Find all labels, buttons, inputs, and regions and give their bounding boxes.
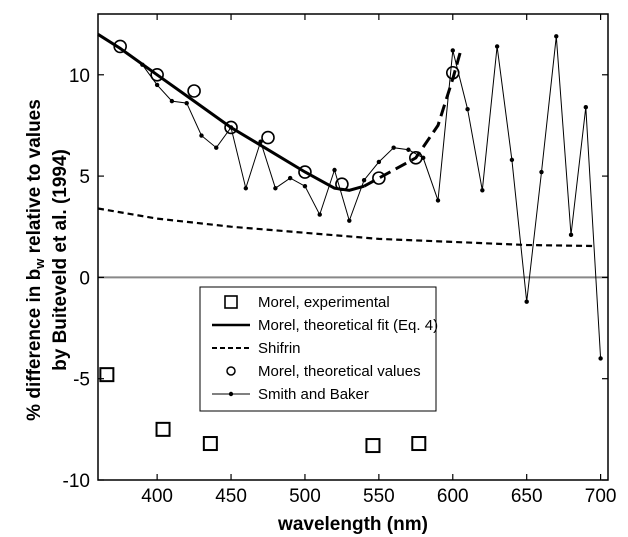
smith-baker-point bbox=[406, 147, 411, 152]
smith-baker-point bbox=[184, 100, 189, 106]
legend-symbol-circle bbox=[226, 366, 236, 376]
legend-label: Morel, experimental bbox=[258, 294, 390, 311]
smith-baker-point bbox=[554, 34, 559, 39]
y-axis-title-line1: % difference in bw relative to values bbox=[24, 99, 47, 421]
morel-theoretical-point bbox=[335, 177, 349, 191]
morel-experimental-point bbox=[365, 438, 381, 454]
smith-baker-point bbox=[494, 44, 500, 49]
y-axis-ticks: -10 -5 0 5 10 bbox=[63, 66, 608, 492]
legend-symbol-square bbox=[224, 295, 238, 309]
legend-symbol-dot bbox=[228, 391, 234, 397]
morel-experimental-point bbox=[202, 436, 218, 452]
y-tick-label: 10 bbox=[69, 66, 90, 87]
y-axis-title-line1-post: relative to values bbox=[24, 99, 45, 258]
smith-baker-point bbox=[598, 356, 603, 361]
morel-theoretical-point bbox=[372, 171, 386, 185]
smith-baker-point bbox=[435, 198, 441, 203]
smith-baker-point bbox=[302, 184, 308, 189]
morel-theoretical-point bbox=[224, 120, 238, 135]
series-shifrin-line bbox=[97, 207, 594, 248]
smith-baker-point bbox=[376, 159, 382, 165]
x-axis-title: wavelength (nm) bbox=[277, 514, 428, 535]
plot-frame bbox=[97, 13, 609, 481]
legend-label: Shifrin bbox=[258, 340, 301, 357]
morel-theoretical-point bbox=[409, 151, 423, 165]
smith-baker-point bbox=[169, 98, 175, 104]
legend-label: Morel, theoretical values bbox=[258, 363, 421, 380]
smith-baker-point bbox=[214, 145, 219, 150]
smith-baker-point bbox=[332, 167, 337, 173]
smith-baker-point bbox=[273, 186, 278, 191]
smith-baker-point bbox=[509, 157, 515, 163]
y-tick-label: -10 bbox=[63, 471, 90, 492]
x-tick-label: 650 bbox=[511, 486, 543, 507]
smith-baker-point bbox=[258, 139, 263, 144]
y-axis-title-line1-sub: w bbox=[32, 258, 47, 270]
morel-theoretical-point bbox=[150, 67, 164, 82]
y-tick-label: -5 bbox=[73, 370, 90, 391]
chart-marks bbox=[97, 33, 603, 454]
smith-baker-point bbox=[243, 186, 249, 191]
x-tick-label: 550 bbox=[363, 486, 395, 507]
morel-experimental-point bbox=[155, 421, 171, 437]
smith-baker-point bbox=[583, 105, 589, 110]
smith-baker-point bbox=[287, 175, 293, 181]
series-morel-fit-solid bbox=[97, 33, 365, 192]
x-axis-ticks: 400 450 500 550 600 650 700 bbox=[141, 14, 616, 507]
smith-baker-point bbox=[539, 169, 544, 175]
x-tick-label: 700 bbox=[585, 486, 617, 507]
smith-baker-point bbox=[199, 133, 204, 138]
smith-baker-point bbox=[154, 82, 160, 88]
y-tick-label: 5 bbox=[79, 167, 90, 188]
x-tick-label: 600 bbox=[437, 486, 469, 507]
smith-baker-point bbox=[568, 232, 574, 238]
morel-theoretical-point bbox=[298, 165, 312, 179]
smith-baker-point bbox=[361, 177, 367, 183]
morel-theoretical-point bbox=[445, 65, 460, 80]
smith-baker-point bbox=[391, 145, 396, 150]
x-tick-label: 400 bbox=[141, 486, 173, 507]
x-tick-label: 450 bbox=[215, 486, 247, 507]
legend-label: Morel, theoretical fit (Eq. 4) bbox=[258, 317, 438, 334]
morel-theoretical-point bbox=[187, 84, 201, 98]
morel-theoretical-point bbox=[113, 39, 127, 54]
series-smith-baker-line bbox=[141, 36, 602, 359]
legend-label: Smith and Baker bbox=[258, 386, 369, 403]
smith-baker-point bbox=[450, 48, 455, 53]
morel-theoretical-point bbox=[261, 130, 275, 145]
smith-baker-point bbox=[317, 212, 322, 217]
morel-experimental-point bbox=[411, 436, 427, 452]
y-tick-label: 0 bbox=[79, 268, 90, 289]
y-axis-title-line1-pre: % difference in b bbox=[24, 269, 45, 421]
smith-baker-point bbox=[524, 299, 529, 304]
morel-experimental-point bbox=[99, 367, 115, 383]
x-tick-label: 500 bbox=[289, 486, 321, 507]
smith-baker-point bbox=[480, 188, 485, 193]
y-axis-title-line2: by Buiteveld et al. (1994) bbox=[50, 149, 71, 371]
legend: Morel, experimental Morel, theoretical fi… bbox=[199, 286, 438, 412]
smith-baker-point bbox=[347, 218, 352, 223]
smith-baker-point bbox=[465, 107, 470, 112]
